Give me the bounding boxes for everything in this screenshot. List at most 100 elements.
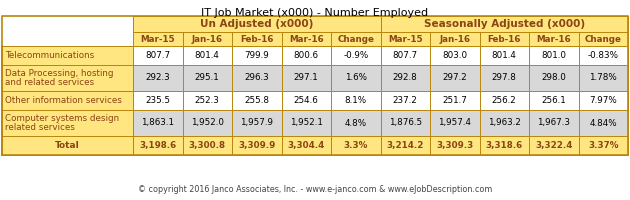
Bar: [331, 65, 381, 91]
Bar: [331, 136, 381, 155]
Text: 292.8: 292.8: [393, 73, 418, 82]
Bar: [381, 65, 430, 91]
Text: IT Job Market (x000) - Number Employed: IT Job Market (x000) - Number Employed: [202, 8, 428, 18]
Bar: [529, 110, 578, 136]
Bar: [282, 65, 331, 91]
Text: Mar-15: Mar-15: [388, 34, 423, 44]
Bar: [578, 110, 628, 136]
Bar: [479, 136, 529, 155]
Bar: [232, 32, 282, 46]
Text: 1,876.5: 1,876.5: [389, 118, 422, 128]
Bar: [133, 46, 183, 65]
Text: 801.4: 801.4: [492, 51, 517, 60]
Bar: [479, 46, 529, 65]
Bar: [381, 136, 430, 155]
Text: and related services: and related services: [5, 78, 94, 87]
Bar: [282, 110, 331, 136]
Text: 251.7: 251.7: [442, 96, 467, 105]
Bar: [2, 46, 133, 65]
Text: Feb-16: Feb-16: [240, 34, 273, 44]
Bar: [430, 136, 479, 155]
Text: Other information services: Other information services: [5, 96, 122, 105]
Bar: [183, 46, 232, 65]
Bar: [232, 65, 282, 91]
Bar: [578, 136, 628, 155]
Bar: [430, 91, 479, 110]
Text: 8.1%: 8.1%: [345, 96, 367, 105]
Text: 256.1: 256.1: [541, 96, 566, 105]
Bar: [479, 110, 529, 136]
Bar: [529, 32, 578, 46]
Bar: [232, 91, 282, 110]
Text: 1,952.0: 1,952.0: [191, 118, 224, 128]
Text: 297.2: 297.2: [442, 73, 467, 82]
Text: Mar-16: Mar-16: [536, 34, 571, 44]
Bar: [381, 110, 430, 136]
Bar: [2, 91, 133, 110]
Bar: [2, 65, 133, 91]
Bar: [282, 46, 331, 65]
Bar: [529, 136, 578, 155]
Bar: [133, 16, 381, 32]
Bar: [133, 136, 183, 155]
Bar: [578, 32, 628, 46]
Text: Seasonally Adjusted (x000): Seasonally Adjusted (x000): [424, 19, 585, 29]
Text: 803.0: 803.0: [442, 51, 467, 60]
Text: 297.1: 297.1: [294, 73, 319, 82]
Bar: [529, 91, 578, 110]
Text: 1,963.2: 1,963.2: [488, 118, 520, 128]
Bar: [183, 32, 232, 46]
Text: 4.84%: 4.84%: [590, 118, 617, 128]
Text: 1,957.9: 1,957.9: [240, 118, 273, 128]
Bar: [133, 91, 183, 110]
Bar: [578, 46, 628, 65]
Bar: [529, 46, 578, 65]
Text: 296.3: 296.3: [244, 73, 269, 82]
Text: 3,309.9: 3,309.9: [238, 141, 275, 150]
Text: Change: Change: [585, 34, 622, 44]
Bar: [183, 65, 232, 91]
Text: 800.6: 800.6: [294, 51, 319, 60]
Bar: [578, 91, 628, 110]
Bar: [430, 46, 479, 65]
Bar: [2, 16, 133, 32]
Bar: [232, 46, 282, 65]
Text: -0.83%: -0.83%: [588, 51, 619, 60]
Text: Telecommunications: Telecommunications: [5, 51, 94, 60]
Text: 3.37%: 3.37%: [588, 141, 619, 150]
Text: 801.0: 801.0: [541, 51, 566, 60]
Text: 254.6: 254.6: [294, 96, 319, 105]
Bar: [2, 110, 133, 136]
Text: 1,957.4: 1,957.4: [438, 118, 471, 128]
Text: © copyright 2016 Janco Associates, Inc. - www.e-janco.com & www.eJobDescription.: © copyright 2016 Janco Associates, Inc. …: [138, 185, 492, 194]
Bar: [133, 32, 183, 46]
Text: 1,952.1: 1,952.1: [290, 118, 323, 128]
Text: Mar-15: Mar-15: [140, 34, 175, 44]
Text: 237.2: 237.2: [393, 96, 418, 105]
Bar: [2, 32, 133, 46]
Bar: [282, 32, 331, 46]
Text: Jan-16: Jan-16: [192, 34, 223, 44]
Bar: [282, 136, 331, 155]
Text: 3,214.2: 3,214.2: [387, 141, 424, 150]
Bar: [133, 65, 183, 91]
Text: 799.9: 799.9: [244, 51, 269, 60]
Bar: [232, 110, 282, 136]
Text: Mar-16: Mar-16: [289, 34, 324, 44]
Bar: [331, 91, 381, 110]
Text: 807.7: 807.7: [392, 51, 418, 60]
Bar: [529, 65, 578, 91]
Bar: [133, 110, 183, 136]
Text: 1.78%: 1.78%: [590, 73, 617, 82]
Text: 3.3%: 3.3%: [343, 141, 368, 150]
Text: 3,198.6: 3,198.6: [139, 141, 176, 150]
Bar: [282, 91, 331, 110]
Text: 807.7: 807.7: [145, 51, 170, 60]
Text: Change: Change: [337, 34, 374, 44]
Bar: [381, 91, 430, 110]
Bar: [479, 65, 529, 91]
Bar: [331, 110, 381, 136]
Text: 1.6%: 1.6%: [345, 73, 367, 82]
Bar: [381, 32, 430, 46]
Text: 801.4: 801.4: [195, 51, 220, 60]
